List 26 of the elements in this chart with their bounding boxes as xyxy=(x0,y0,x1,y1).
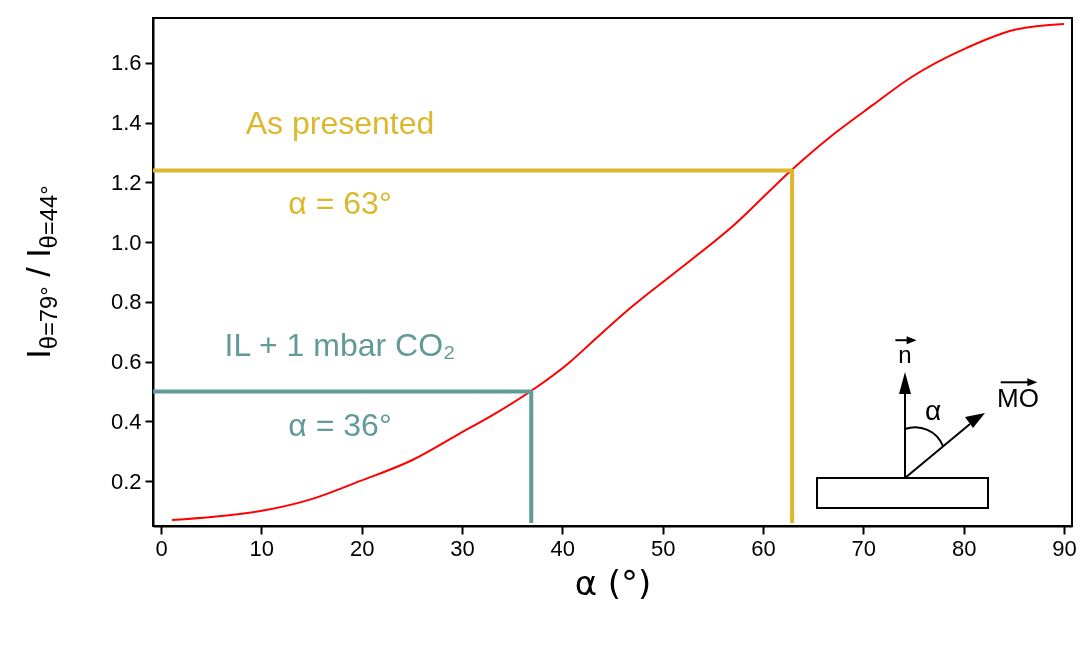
annotation: n xyxy=(898,341,912,368)
annotation: α = 63° xyxy=(288,185,392,222)
x-tick-label: 30 xyxy=(450,535,475,561)
x-tick-label: 40 xyxy=(550,535,576,561)
y-tick-label: 1.6 xyxy=(110,50,142,76)
x-tick-label: 0 xyxy=(155,535,168,561)
y-tick-label: 0.4 xyxy=(110,408,142,434)
x-tick-label: 50 xyxy=(650,535,676,561)
y-tick-label: 0.2 xyxy=(110,468,142,494)
x-tick-label: 80 xyxy=(951,535,977,561)
annotation: MO xyxy=(997,383,1039,413)
y-tick-label: 0.6 xyxy=(110,349,142,375)
y-tick-label: 1.2 xyxy=(110,169,142,195)
annotation: α = 36° xyxy=(288,406,392,443)
x-tick-label: 70 xyxy=(851,535,877,561)
annotation: α xyxy=(924,395,942,426)
x-tick-label: 20 xyxy=(349,535,375,561)
y-tick-label: 1.0 xyxy=(110,229,142,255)
x-tick-label: 90 xyxy=(1052,535,1077,561)
x-axis-title: α (°) xyxy=(574,562,652,603)
y-tick-label: 1.4 xyxy=(110,110,142,136)
x-tick-label: 10 xyxy=(249,535,275,561)
x-tick-label: 60 xyxy=(751,535,776,561)
annotation: As presented xyxy=(245,105,435,142)
y-tick-label: 0.8 xyxy=(110,289,142,315)
annotation: IL + 1 mbar CO₂ xyxy=(224,326,456,363)
